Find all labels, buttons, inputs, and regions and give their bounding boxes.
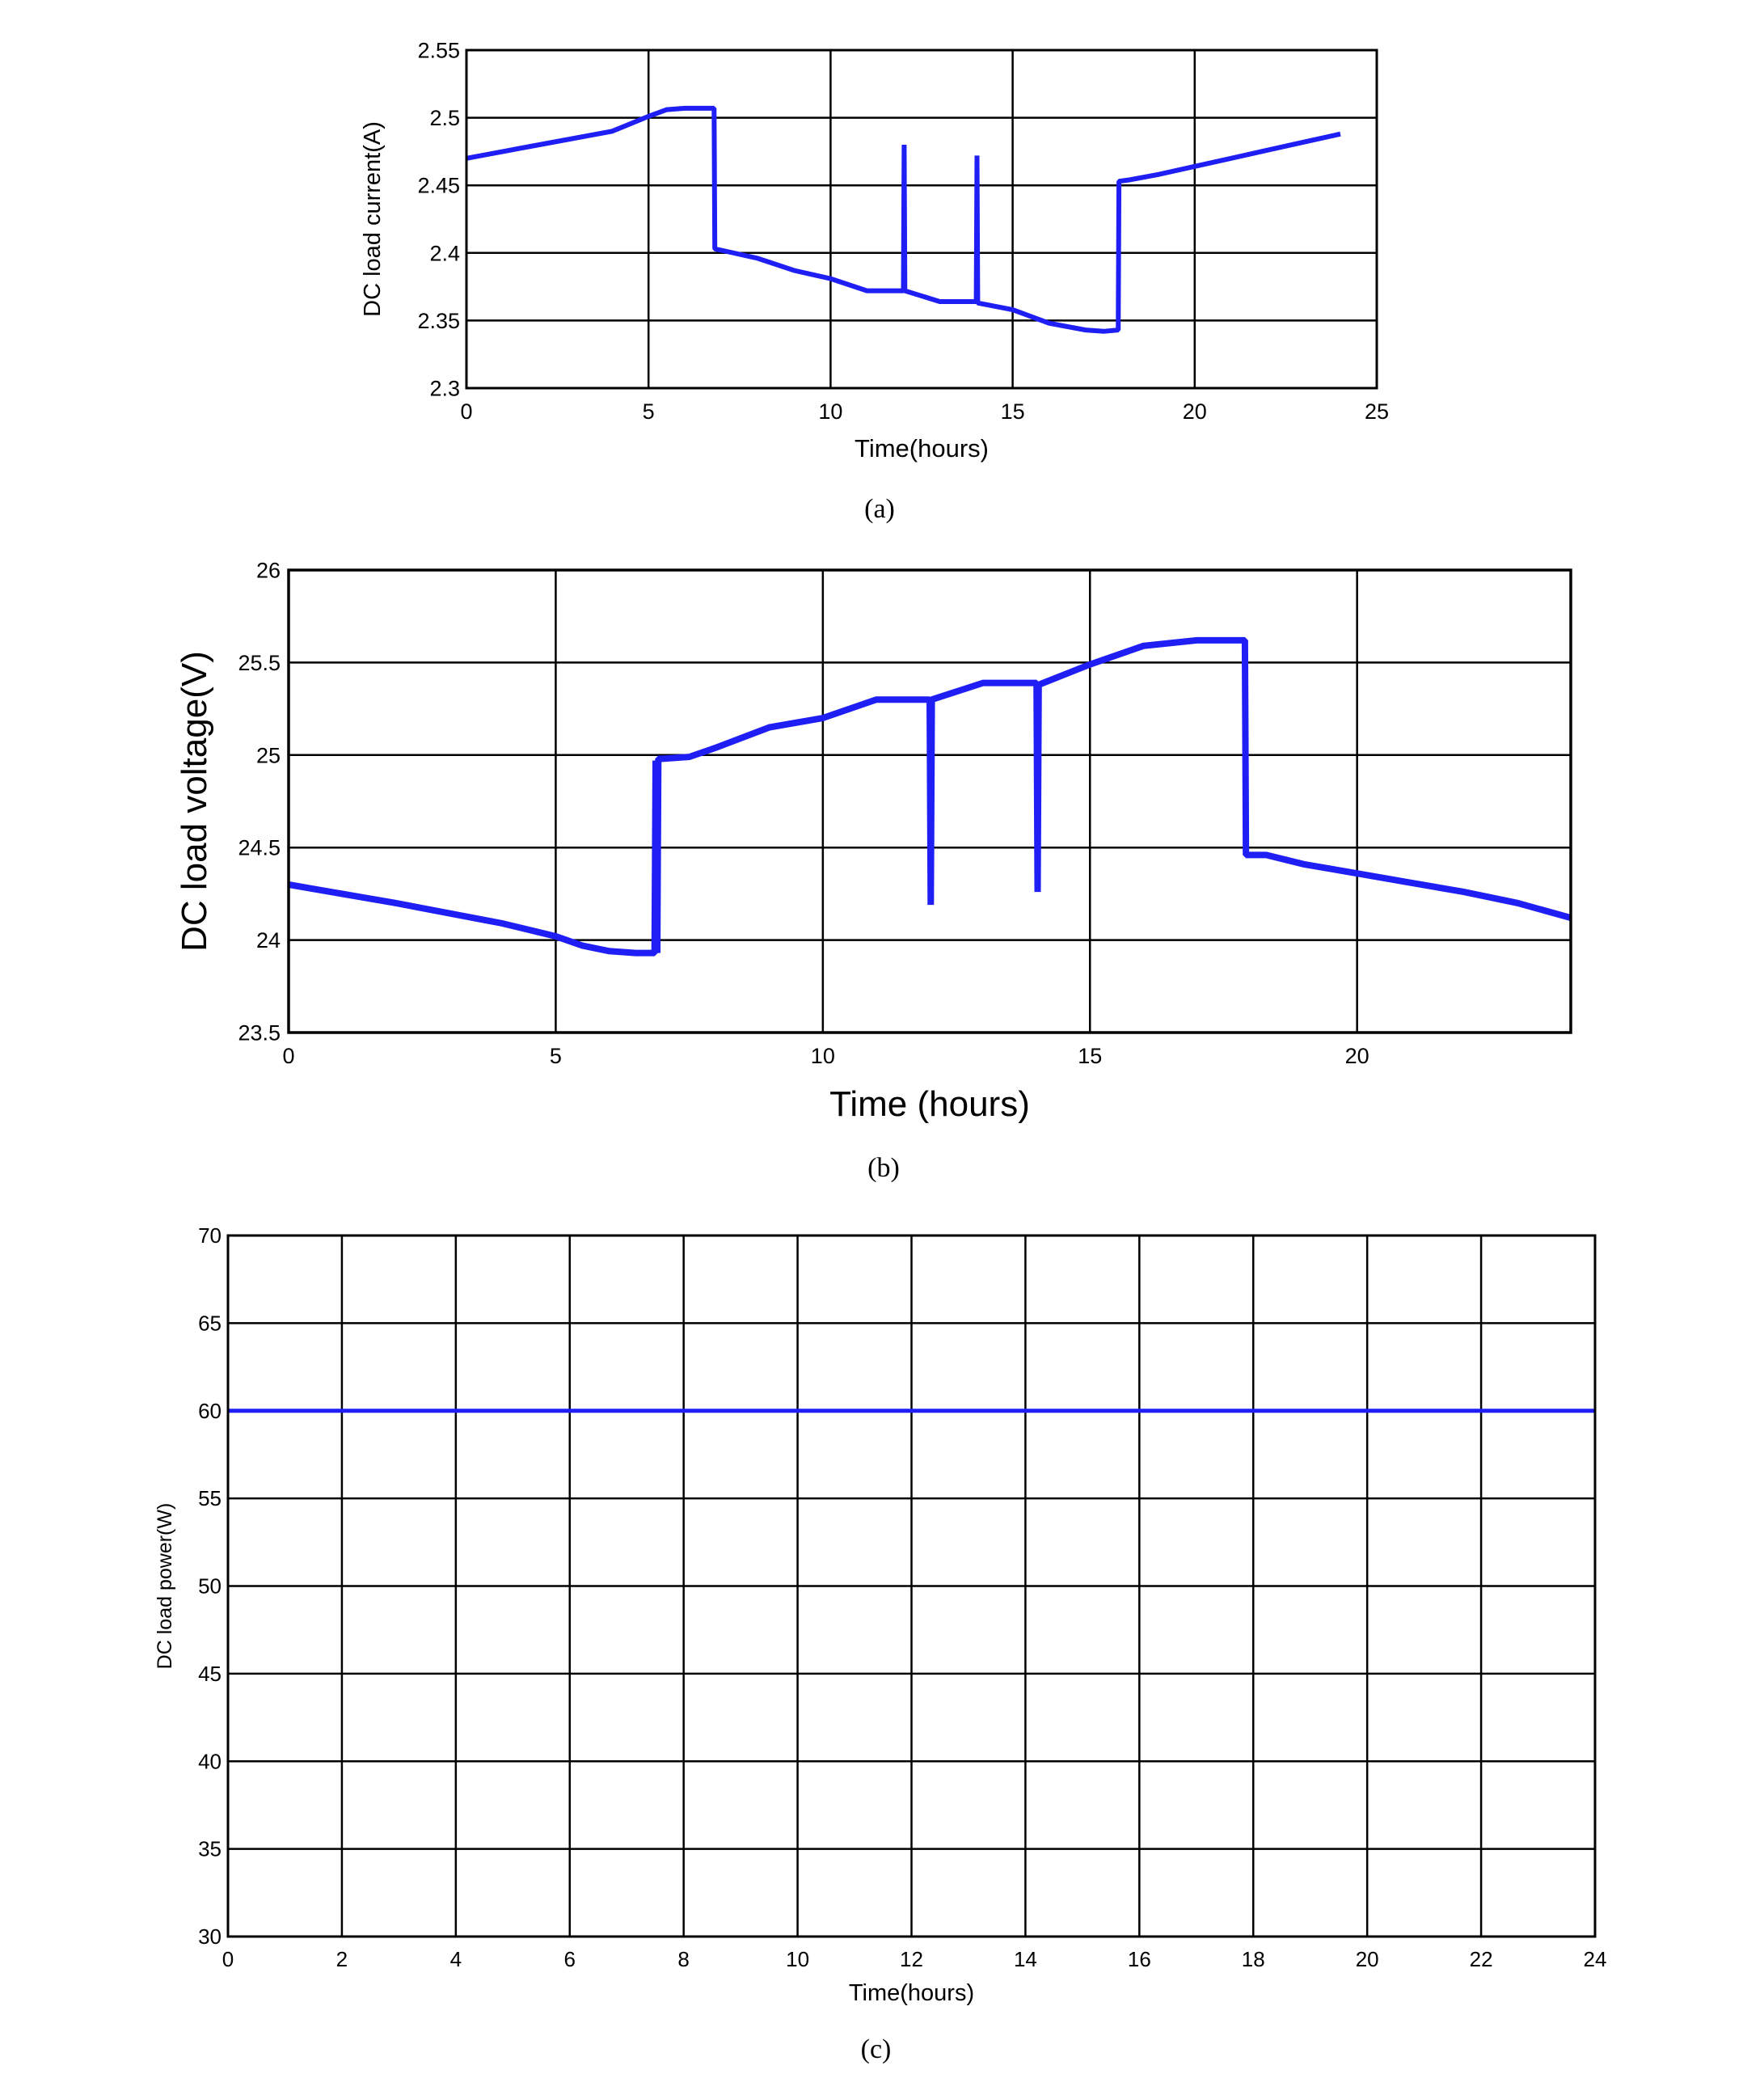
x-tick-label: 25 [1365,399,1389,424]
x-tick-label: 10 [818,399,842,424]
x-tick-label: 6 [564,1947,576,1971]
x-tick-label: 20 [1345,1044,1369,1068]
y-tick-label: 45 [198,1662,222,1686]
x-tick-label: 10 [811,1044,835,1068]
x-tick-label: 24 [1584,1947,1607,1971]
y-tick-label: 24.5 [238,836,281,860]
x-tick-label: 5 [550,1044,562,1068]
x-tick-label: 16 [1128,1947,1151,1971]
x-tick-label: 0 [282,1044,294,1068]
x-tick-label: 22 [1470,1947,1493,1971]
x-tick-label: 12 [900,1947,923,1971]
x-tick-label: 8 [677,1947,689,1971]
y-tick-label: 2.3 [429,376,460,400]
y-tick-label: 2.55 [417,38,460,62]
x-tick-label: 0 [460,399,472,424]
y-tick-label: 40 [198,1749,222,1773]
y-tick-label: 2.45 [417,174,460,198]
y-tick-label: 25.5 [238,651,281,675]
y-axis-label: DC load voltage(V) [175,651,214,952]
x-tick-label: 14 [1014,1947,1037,1971]
y-tick-label: 35 [198,1837,222,1861]
x-tick-label: 15 [1001,399,1025,424]
x-axis-label: Time(hours) [855,434,989,463]
plot-frame [287,568,1572,1034]
x-tick-label: 5 [643,399,655,424]
y-tick-label: 55 [198,1486,222,1510]
y-tick-label: 2.5 [429,106,460,130]
y-tick-label: 30 [198,1924,222,1949]
chart-3: 0 2 4 6 8 10 12 14 16 18 20 22 24303540455055606570T… [154,1223,1606,2064]
x-tick-label: 0 [222,1947,234,1971]
x-tick-label: 10 [786,1947,809,1971]
figure-caption: (b) [867,1153,900,1183]
y-tick-label: 65 [198,1311,222,1335]
y-tick-label: 25 [256,743,281,767]
x-axis-label: Time(hours) [849,1980,974,2006]
y-tick-label: 24 [256,928,281,953]
x-axis-label: Time (hours) [829,1084,1030,1124]
figure-caption: (c) [861,2034,892,2064]
x-tick-label: 20 [1183,399,1207,424]
y-tick-label: 60 [198,1399,222,1423]
plot-frame [465,49,1378,390]
x-tick-label: 20 [1356,1947,1379,1971]
y-tick-label: 70 [198,1223,222,1248]
chart-1: 0 5 10 15 20 25 2.3 2.35 2.4 2.45 2.5 2.55 Time(hour… [360,38,1389,524]
series-line [466,105,1341,334]
chart-2: 0 5 10 15 20 23.5 24 24.5 25 25.5 26 Time (hours) DC… [175,558,1572,1183]
y-tick-label: 50 [198,1574,222,1599]
y-tick-label: 23.5 [238,1020,281,1045]
figure-caption: (a) [864,494,895,524]
series-line [288,636,1572,957]
y-tick-label: 2.35 [417,309,460,333]
plot-frame [226,1234,1597,1938]
y-axis-label: DC load current(A) [360,121,386,317]
x-tick-label: 4 [450,1947,462,1971]
y-axis-label: DC load power(W) [154,1503,176,1670]
x-tick-label: 18 [1242,1947,1265,1971]
y-tick-label: 2.4 [429,241,460,265]
x-tick-label: 15 [1078,1044,1102,1068]
y-tick-label: 26 [256,558,281,582]
x-tick-label: 2 [336,1947,348,1971]
